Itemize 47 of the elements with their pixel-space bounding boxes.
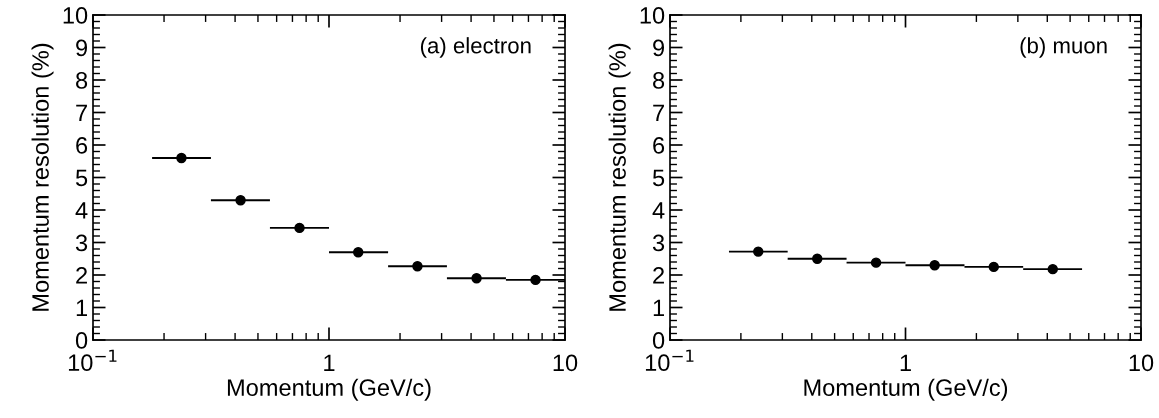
- y-tick-label: 8: [76, 72, 88, 89]
- y-tick-label: 3: [652, 234, 665, 252]
- y-tick-label: 9: [653, 39, 665, 57]
- y-tick-label: 10: [63, 7, 88, 24]
- y-tick-label: 10: [640, 7, 665, 24]
- x-tick-label: 1: [900, 354, 911, 371]
- point: [353, 247, 364, 258]
- point: [753, 246, 764, 257]
- y-tick-label: 6: [653, 137, 665, 154]
- y-tick-label: 3: [75, 234, 88, 252]
- x-tick-label: 1: [324, 354, 335, 371]
- y-tick-label: 2: [76, 267, 87, 284]
- point: [812, 253, 823, 264]
- point: [294, 222, 305, 234]
- y-tick-label: 0: [75, 332, 88, 349]
- y-tick-label: 7: [76, 104, 87, 122]
- y-tick-label: 4: [75, 202, 88, 219]
- point: [1047, 263, 1058, 275]
- point: [988, 261, 999, 273]
- x-tick-label: 10$^{−1}$: [68, 349, 117, 372]
- point: [412, 261, 423, 272]
- x-axis-title: Momentum (GeV/c): [227, 378, 431, 401]
- y-tick-label: 8: [653, 72, 665, 89]
- y-tick-label: 1: [76, 299, 87, 317]
- y-tick-label: 1: [653, 299, 664, 317]
- point: [870, 257, 882, 268]
- point: [471, 273, 482, 284]
- y-tick-label: 6: [76, 137, 88, 154]
- y-axis-title: Momentum resolution (%): [31, 43, 54, 311]
- annotation: (b) muon: [1020, 37, 1107, 58]
- point: [530, 274, 541, 286]
- x-tick-label: 10: [553, 354, 578, 372]
- y-tick-label: 4: [652, 202, 665, 219]
- x-tick-label: 10$^{−1}$: [645, 349, 694, 372]
- y-tick-label: 5: [652, 169, 665, 187]
- x-axis-title: Momentum (GeV/c): [804, 378, 1008, 401]
- y-tick-label: 2: [653, 267, 664, 284]
- annotation: (a) electron: [420, 37, 531, 58]
- point: [235, 195, 246, 206]
- y-axis-title: Momentum resolution (%): [608, 43, 631, 311]
- y-tick-label: 9: [76, 39, 88, 57]
- y-tick-label: 0: [652, 332, 665, 349]
- point: [929, 260, 940, 271]
- y-tick-label: 5: [75, 169, 88, 187]
- point: [176, 152, 187, 164]
- y-tick-label: 7: [653, 104, 664, 122]
- x-tick-label: 10: [1129, 354, 1154, 372]
